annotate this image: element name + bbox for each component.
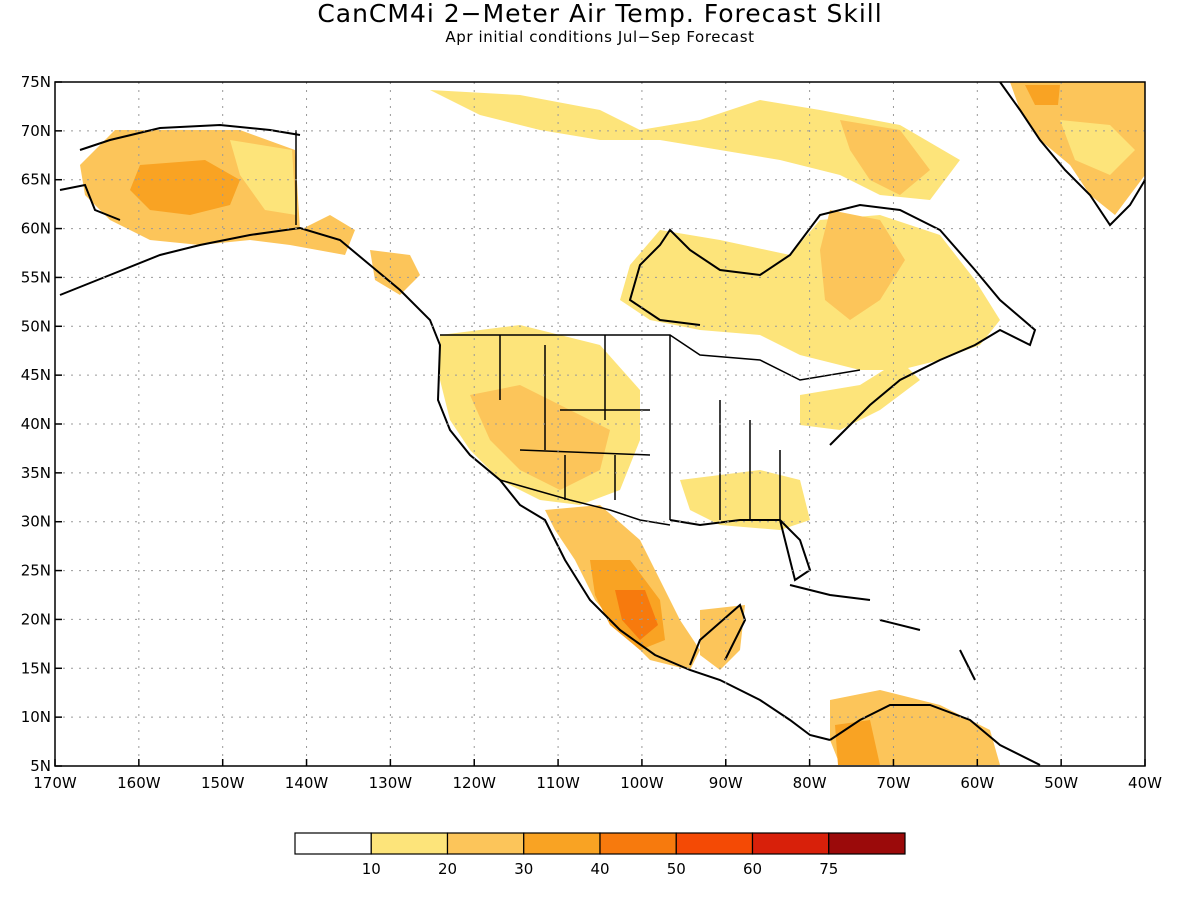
border-us-mexico bbox=[499, 479, 671, 526]
colorbar: 10 20 30 40 50 60 75 bbox=[294, 832, 906, 878]
lon-label: 40W bbox=[1128, 774, 1162, 792]
lat-label: 60N bbox=[21, 220, 51, 238]
shade-western-us-core bbox=[470, 385, 610, 490]
colorbar-label: 10 bbox=[362, 860, 381, 878]
shade-alaska-light bbox=[230, 140, 296, 215]
lon-label: 130W bbox=[369, 774, 413, 792]
lat-label: 15N bbox=[21, 659, 51, 677]
shade-quebec bbox=[620, 215, 1000, 370]
colorbar-label: 30 bbox=[514, 860, 533, 878]
lon-label: 90W bbox=[709, 774, 743, 792]
grid-lines bbox=[54, 81, 1146, 767]
shade-bc bbox=[370, 250, 420, 295]
lat-label: 35N bbox=[21, 464, 51, 482]
shade-greenland-light bbox=[1060, 120, 1135, 175]
shade-south-america-core bbox=[835, 720, 880, 765]
colorbar-label: 40 bbox=[590, 860, 609, 878]
colorbar-label: 75 bbox=[819, 860, 838, 878]
lon-label: 80W bbox=[793, 774, 827, 792]
shade-arctic-islands bbox=[430, 90, 960, 200]
shade-greenland-core bbox=[1025, 85, 1060, 105]
colorbar-label: 20 bbox=[438, 860, 457, 878]
colorbar-swatch bbox=[446, 832, 525, 855]
shade-mexico-hot bbox=[615, 590, 658, 640]
colorbar-swatch bbox=[828, 832, 906, 855]
lon-label: 60W bbox=[960, 774, 994, 792]
colorbar-swatch bbox=[599, 832, 677, 855]
lon-label: 140W bbox=[285, 774, 329, 792]
coast-caribbean bbox=[789, 584, 976, 681]
latitude-labels: 75N 70N 65N 60N 55N 50N 45N 40N 35N 30N 25N 20N 15N 1… bbox=[21, 73, 51, 775]
lat-label: 45N bbox=[21, 366, 51, 384]
map-frame bbox=[54, 81, 1146, 767]
lon-label: 170W bbox=[33, 774, 77, 792]
colorbar-swatch bbox=[675, 832, 754, 855]
lon-label: 120W bbox=[452, 774, 496, 792]
shade-southeast-us bbox=[680, 470, 810, 530]
shade-alaska-core bbox=[130, 160, 240, 215]
map-subtitle: Apr initial conditions Jul−Sep Forecast bbox=[445, 28, 755, 46]
lon-label: 110W bbox=[536, 774, 580, 792]
lat-label: 20N bbox=[21, 610, 51, 628]
map-title: CanCM4i 2−Meter Air Temp. Forecast Skill bbox=[317, 0, 883, 28]
shade-baffin-core bbox=[840, 120, 930, 195]
lat-label: 10N bbox=[21, 708, 51, 726]
shade-northeast-us bbox=[800, 360, 920, 430]
border-states bbox=[499, 335, 781, 520]
lat-label: 75N bbox=[21, 73, 51, 91]
lon-label: 150W bbox=[201, 774, 245, 792]
longitude-labels: 170W 160W 150W 140W 130W 120W 110W 100W 90W 80W 70… bbox=[33, 774, 1162, 792]
lat-label: 5N bbox=[30, 757, 51, 775]
colorbar-swatch bbox=[294, 832, 372, 855]
lat-label: 50N bbox=[21, 317, 51, 335]
coast-alaska-north bbox=[59, 123, 301, 221]
coast-north-america bbox=[59, 203, 1037, 741]
shade-central-america bbox=[700, 605, 745, 670]
colorbar-swatch bbox=[523, 832, 601, 855]
lon-label: 100W bbox=[620, 774, 664, 792]
lat-label: 25N bbox=[21, 562, 51, 580]
lon-label: 70W bbox=[877, 774, 911, 792]
coast-greenland bbox=[999, 81, 1146, 227]
colorbar-swatch bbox=[751, 832, 830, 855]
lat-label: 55N bbox=[21, 268, 51, 286]
lat-label: 70N bbox=[21, 122, 51, 140]
lat-label: 30N bbox=[21, 513, 51, 531]
lon-label: 50W bbox=[1044, 774, 1078, 792]
lat-label: 65N bbox=[21, 171, 51, 189]
colorbar-label: 60 bbox=[743, 860, 762, 878]
lat-label: 40N bbox=[21, 415, 51, 433]
colorbar-swatch bbox=[370, 832, 449, 855]
skill-shading bbox=[80, 82, 1145, 765]
coastlines bbox=[59, 81, 1146, 766]
shade-labrador-core bbox=[820, 210, 905, 320]
colorbar-label: 50 bbox=[667, 860, 686, 878]
lon-label: 160W bbox=[117, 774, 161, 792]
coast-south-america bbox=[829, 704, 1041, 766]
